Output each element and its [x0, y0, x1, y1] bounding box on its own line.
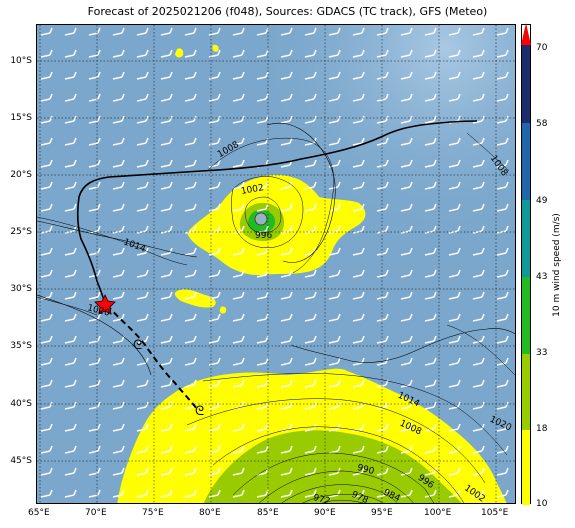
lon-label-90e: 90°E [314, 508, 336, 518]
isobar-996-north [244, 196, 282, 234]
lon-label-75e: 75°E [142, 508, 164, 518]
map-title: Forecast of 2025021206 (f048), Sources: … [87, 5, 488, 18]
lon-label-70e: 70°E [85, 508, 107, 518]
lon-label-105e: 105°E [481, 508, 509, 518]
colorbar [521, 23, 531, 505]
lon-label-85e: 85°E [257, 508, 279, 518]
tc-track-forecast [106, 304, 198, 410]
isobar-1014-south [202, 373, 508, 456]
map-canvas: ᘓ ᘓ [37, 25, 515, 503]
lat-label-25s: 25°S [10, 227, 32, 237]
storm-position-star [94, 294, 116, 315]
wind-barbs [37, 25, 515, 503]
isobar-984-south [281, 484, 398, 503]
lat-label-40s: 40°S [10, 399, 32, 409]
cyclone-symbol-1: ᘓ [133, 338, 142, 353]
lat-label-10s: 10°S [10, 56, 32, 66]
isobar-1014 [37, 216, 188, 266]
colorbar-band-43-49 [522, 200, 530, 277]
isobar-978-south [302, 494, 384, 503]
lat-label-15s: 15°S [10, 113, 32, 123]
lon-label-95e: 95°E [371, 508, 393, 518]
colorbar-tick-33: 33 [536, 348, 548, 358]
lat-label-35s: 35°S [10, 341, 32, 351]
lon-label-80e: 80°E [199, 508, 221, 518]
colorbar-arrow-red [521, 23, 531, 45]
map-area[interactable]: ᘓ ᘓ 1008 1002 996 1014 1020 1008 1014 10… [36, 24, 516, 504]
coastline-south [290, 328, 515, 363]
isobar-1008-east [466, 132, 510, 172]
colorbar-band-10-18 [522, 430, 530, 505]
coastline-east [266, 122, 336, 263]
isobar-990-south [258, 470, 414, 503]
colorbar-tick-18: 18 [536, 424, 548, 434]
isobar-label: 996 [255, 231, 273, 241]
coastline-indonesia [37, 220, 198, 258]
lat-label-30s: 30°S [10, 284, 32, 294]
colorbar-band-33-43 [522, 277, 530, 354]
lon-label-100e: 100°E [424, 508, 452, 518]
lat-label-20s: 20°S [10, 170, 32, 180]
isobar-996-south [232, 452, 435, 503]
colorbar-band-49-58 [522, 123, 530, 200]
colorbar-tick-49: 49 [536, 196, 548, 206]
colorbar-label: 10 m wind speed (m/s) [552, 213, 562, 317]
isobar-1020-south [446, 324, 515, 376]
cyclone-symbol-2: ᘓ [195, 404, 204, 419]
colorbar-band-58-70 [522, 45, 530, 123]
graticule [37, 25, 515, 503]
colorbar-tick-58: 58 [536, 119, 548, 129]
lon-label-65e: 65°E [28, 508, 50, 518]
lat-label-45s: 45°S [10, 456, 32, 466]
isobar-1002-north [231, 176, 304, 249]
isobar-1020-west [37, 296, 98, 316]
tc-track-observed [76, 120, 478, 304]
colorbar-tick-43: 43 [536, 272, 548, 282]
colorbar-band-18-33 [522, 354, 530, 430]
isobar-972-south [321, 500, 364, 503]
colorbar-tick-10: 10 [536, 499, 548, 509]
colorbar-tick-70: 70 [536, 43, 548, 53]
